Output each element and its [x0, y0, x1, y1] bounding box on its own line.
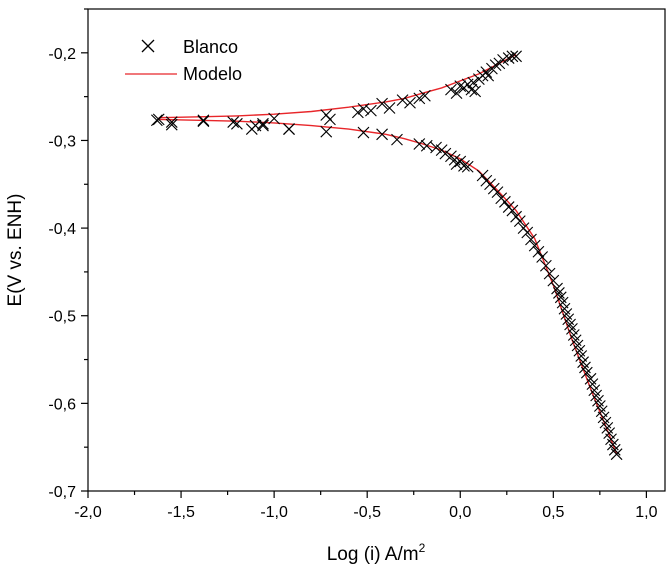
legend-label-modelo: Modelo — [183, 64, 242, 84]
y-axis-title: E(V vs. ENH) — [5, 194, 26, 307]
y-tick-label: -0,2 — [48, 46, 76, 63]
blanco-point — [383, 102, 396, 114]
blanco-point — [413, 138, 426, 150]
x-tick-label: 0,0 — [449, 504, 471, 521]
blanco-point — [461, 160, 474, 173]
blanco-point — [257, 117, 269, 130]
legend: Blanco Modelo — [125, 37, 242, 84]
blanco-point — [324, 113, 336, 126]
y-tick-label: -0,5 — [48, 309, 76, 326]
blanco-point — [510, 50, 522, 63]
blanco-point — [165, 118, 178, 131]
modelo-curve — [158, 53, 517, 119]
y-tick-label: -0,6 — [48, 396, 76, 413]
x-axis-title: Log (i) A/m2 — [327, 541, 426, 565]
blanco-point — [450, 158, 463, 171]
blanco-point — [489, 59, 502, 71]
legend-marker-x — [141, 39, 155, 53]
blanco-point — [465, 83, 478, 96]
blanco-point — [419, 89, 431, 102]
blanco-point — [365, 104, 377, 117]
blanco-point — [197, 115, 210, 128]
blanco-point — [351, 106, 364, 119]
legend-item-blanco: Blanco — [141, 37, 238, 57]
x-tick-label: -1,0 — [260, 504, 288, 521]
blanco-point — [532, 245, 545, 258]
x-tick-label: -1,5 — [167, 504, 195, 521]
blanco-point — [482, 69, 495, 82]
y-axis-ticks: -0,7 -0,6 -0,5 -0,4 -0,3 -0,2 — [48, 8, 88, 501]
blanco-point — [197, 114, 210, 127]
blanco-point — [396, 94, 409, 107]
x-tick-label: -0,5 — [353, 504, 381, 521]
blanco-point — [502, 52, 515, 64]
blanco-point — [420, 139, 433, 152]
modelo-series — [158, 53, 618, 455]
blanco-point — [506, 50, 519, 63]
blanco-point — [268, 112, 281, 125]
blanco-point — [458, 159, 470, 172]
blanco-point — [553, 287, 565, 299]
blanco-point — [480, 66, 493, 78]
blanco-point — [476, 169, 489, 182]
blanco-point — [357, 103, 370, 115]
blanco-point — [150, 114, 163, 127]
x-tick-label: 1,0 — [635, 504, 657, 521]
blanco-point — [430, 141, 442, 154]
blanco-point — [525, 233, 537, 246]
blanco-point — [152, 113, 165, 126]
blanco-point — [547, 274, 560, 287]
legend-item-modelo: Modelo — [125, 64, 242, 84]
blanco-point — [610, 448, 623, 461]
y-tick-label: -0,4 — [48, 221, 76, 238]
blanco-point — [543, 267, 556, 280]
x-tick-label: 0,5 — [542, 504, 564, 521]
blanco-point — [357, 126, 370, 139]
legend-label-blanco: Blanco — [183, 37, 238, 57]
y-tick-label: -0,7 — [48, 484, 76, 501]
blanco-point — [227, 116, 240, 128]
blanco-point — [320, 125, 333, 138]
blanco-point — [539, 259, 552, 272]
blanco-point — [439, 147, 452, 160]
blanco-point — [513, 215, 526, 227]
blanco-point — [165, 116, 178, 128]
blanco-point — [491, 186, 504, 199]
modelo-curve — [158, 118, 618, 455]
x-axis-ticks: -2,0 -1,5 -1,0 -0,5 0,0 0,5 1,0 — [74, 491, 658, 521]
blanco-point — [551, 282, 563, 295]
blanco-point — [506, 204, 519, 217]
blanco-point — [536, 251, 549, 263]
blanco-point — [499, 195, 511, 208]
blanco-point — [245, 123, 258, 135]
x-axis-title-superscript: 2 — [419, 541, 426, 555]
blanco-point — [450, 87, 463, 100]
y-tick-label: -0,3 — [48, 133, 76, 150]
blanco-point — [404, 96, 416, 109]
blanco-point — [528, 239, 541, 252]
blanco-point — [564, 318, 576, 331]
blanco-point — [608, 443, 621, 456]
blanco-point — [413, 92, 426, 105]
blanco-point — [257, 119, 269, 132]
blanco-point — [231, 117, 243, 130]
blanco-series — [150, 50, 623, 461]
blanco-point — [376, 128, 388, 141]
blanco-point — [391, 133, 403, 146]
blanco-point — [445, 83, 457, 96]
blanco-point — [580, 366, 593, 379]
axes-box — [87, 8, 666, 492]
blanco-point — [521, 226, 534, 239]
x-axis-title-main: Log (i) A/m — [327, 544, 419, 565]
plot-frame — [87, 8, 666, 492]
blanco-point — [283, 123, 295, 135]
blanco-point — [469, 85, 482, 98]
blanco-point — [454, 80, 467, 93]
x-tick-label: -2,0 — [74, 504, 102, 521]
blanco-point — [376, 97, 388, 110]
